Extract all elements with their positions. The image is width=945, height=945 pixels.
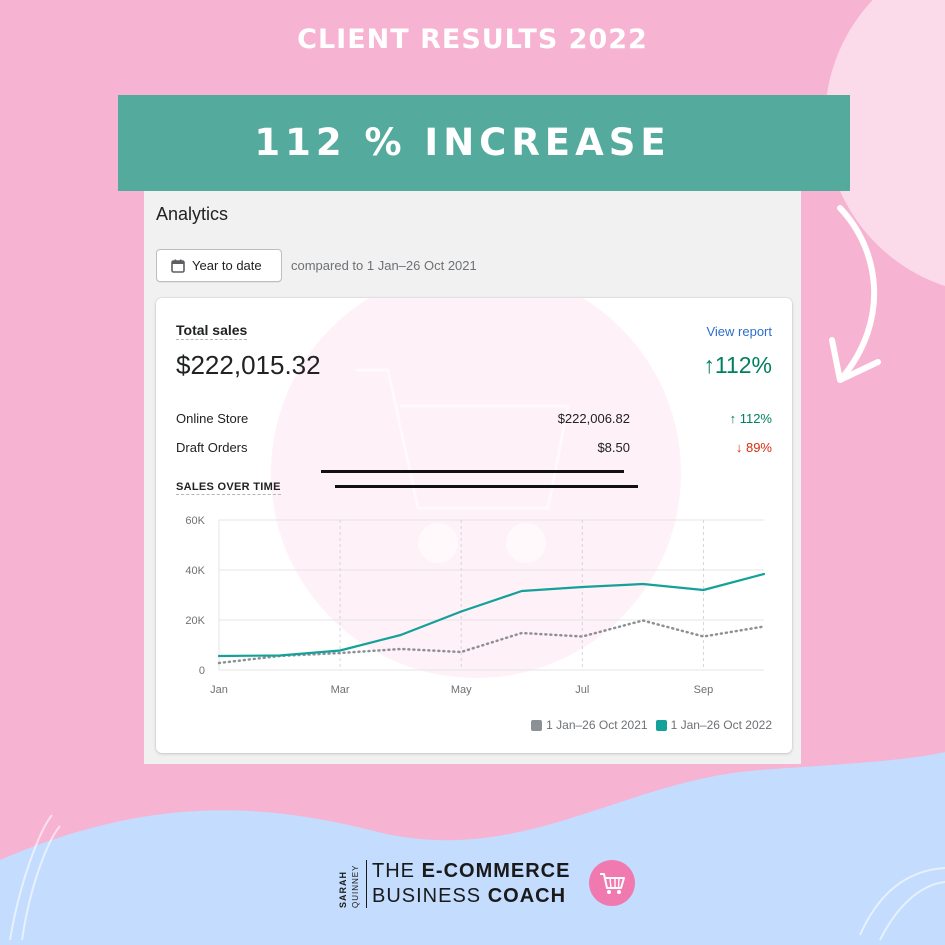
view-report-link[interactable]: View report — [706, 324, 772, 339]
x-tick-label: Mar — [331, 684, 350, 696]
analytics-panel: Analytics Year to date compared to 1 Jan… — [144, 181, 801, 764]
chart-legend: 1 Jan–26 Oct 2021 1 Jan–26 Oct 2022 — [531, 718, 772, 732]
page-headline: CLIENT RESULTS 2022 — [297, 24, 648, 55]
brand-line-2: BUSINESS COACH — [372, 885, 566, 908]
increase-banner — [118, 95, 850, 191]
brand-line-1: THE E-COMMERCE — [372, 860, 570, 883]
channel-row-label: Draft Orders — [176, 440, 248, 455]
background-squiggle — [9, 814, 61, 941]
channel-row-change: ↑ 112% — [729, 411, 772, 426]
increase-banner-text: 112 % INCREASE — [254, 121, 671, 164]
legend-label-2022: 1 Jan–26 Oct 2022 — [670, 718, 772, 732]
analytics-title: Analytics — [156, 204, 229, 224]
brand-footer: SARAH QUINNEY THE E-COMMERCE BUSINESS CO… — [338, 858, 648, 912]
legend-label-2021: 1 Jan–26 Oct 2021 — [546, 718, 648, 732]
channel-row-change: ↓ 89% — [735, 440, 772, 455]
legend-item-2021: 1 Jan–26 Oct 2021 — [531, 718, 648, 732]
x-tick-label: Sep — [694, 684, 714, 696]
date-range-label: Year to date — [192, 258, 262, 273]
calendar-icon — [171, 259, 185, 273]
x-tick-label: Jan — [210, 684, 228, 696]
background-light-circle — [825, 0, 945, 287]
background-squiggle-right — [859, 867, 945, 941]
cart-logo-icon — [589, 860, 635, 906]
sales-over-time-chart: 0 20K 40K 60K Jan Mar May Jul Sep — [185, 515, 766, 696]
brand-line-2-bold: COACH — [487, 885, 567, 907]
curved-arrow-icon — [829, 205, 881, 383]
sales-over-time-label: SALES OVER TIME — [176, 481, 281, 495]
total-sales-value: $222,015.32 — [176, 350, 321, 380]
brand-line-1-regular: THE — [372, 860, 422, 882]
total-sales-change: ↑112% — [703, 352, 772, 378]
y-tick-label: 0 — [199, 665, 205, 677]
date-range-button[interactable]: Year to date — [156, 249, 282, 282]
total-sales-label: Total sales — [176, 322, 248, 340]
brand-last-name: QUINNEY — [351, 864, 360, 908]
x-tick-label: May — [451, 684, 472, 696]
x-tick-label: Jul — [575, 684, 589, 696]
legend-item-2022: 1 Jan–26 Oct 2022 — [655, 718, 772, 732]
channel-row-label: Online Store — [176, 411, 249, 426]
series-line-0 — [217, 619, 766, 665]
y-tick-label: 20K — [185, 615, 205, 627]
legend-swatch-2021 — [531, 719, 543, 731]
channel-row-value: $222,006.82 — [557, 411, 630, 426]
brand-line-1-bold: E-COMMERCE — [421, 860, 571, 882]
brand-line-2-regular: BUSINESS — [372, 885, 488, 907]
background-blue-wave — [0, 752, 945, 945]
redaction-line — [335, 485, 638, 488]
redaction-line — [321, 470, 624, 473]
compare-period-text: compared to 1 Jan–26 Oct 2021 — [291, 258, 477, 273]
y-tick-label: 40K — [185, 565, 205, 577]
brand-divider — [366, 860, 367, 908]
brand-first-name: SARAH — [338, 870, 348, 908]
legend-swatch-2022 — [655, 719, 667, 731]
channel-row-value: $8.50 — [597, 440, 630, 455]
series-line-1 — [217, 572, 766, 658]
y-tick-label: 60K — [185, 515, 205, 527]
total-sales-card: Total sales View report $222,015.32 ↑112… — [156, 298, 792, 753]
